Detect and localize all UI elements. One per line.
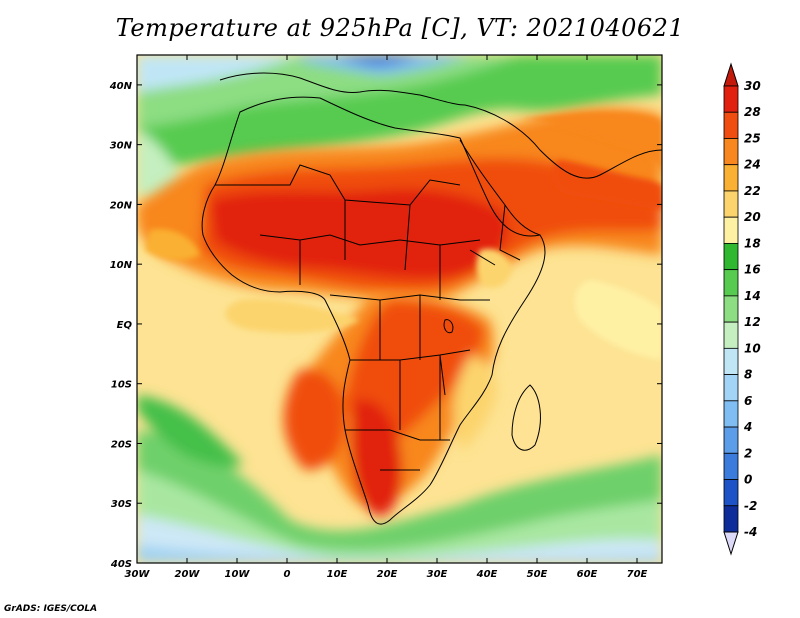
red-sea — [459, 139, 541, 236]
colorbar-label: 10 — [744, 341, 761, 355]
colorbar-label: 2 — [744, 446, 752, 460]
lon-tick-label: 10E — [327, 569, 348, 580]
colorbar-segment — [723, 138, 739, 166]
lon-tick-label: 50E — [527, 569, 548, 580]
colorbar-label: 12 — [744, 315, 761, 329]
lon-tick-label: 40E — [476, 569, 498, 580]
border-line — [345, 429, 450, 441]
colorbar-label: 24 — [744, 158, 761, 172]
lat-tick-label: 40S — [110, 559, 132, 570]
lat-tick-label: 10N — [110, 260, 133, 271]
lon-tick-label: 20E — [377, 569, 398, 580]
lat-tick-label: 10S — [111, 380, 132, 391]
colorbar-label: 28 — [744, 105, 761, 119]
colorbar-label: 0 — [744, 473, 752, 487]
colorbar-segment — [723, 190, 739, 218]
colorbar-segment — [723, 505, 739, 533]
madagascar — [511, 384, 541, 451]
lake — [439, 354, 446, 396]
colorbar-label: 8 — [744, 368, 752, 382]
map-frame — [136, 54, 663, 564]
lon-tick-label: 60E — [577, 569, 598, 580]
lat-tick-label: 20N — [110, 200, 133, 211]
colorbar-segment — [723, 479, 739, 507]
colorbar-label: 25 — [744, 131, 761, 145]
colorbar-label: 20 — [744, 210, 761, 224]
border-line — [299, 200, 441, 440]
lat-tick-label: 30N — [110, 141, 133, 152]
mediterranean-north — [219, 72, 466, 106]
lat-tick-label: EQ — [117, 320, 133, 331]
lon-tick-label: 30E — [427, 569, 448, 580]
lon-tick-label: 70E — [627, 569, 648, 580]
colorbar-label: 22 — [744, 184, 761, 198]
colorbar-bottom-arrow — [723, 531, 739, 556]
lon-tick-label: 0 — [284, 569, 291, 580]
colorbar-segment — [723, 111, 739, 139]
border-line — [469, 204, 521, 266]
colorbar-segment — [723, 295, 739, 323]
coastlines-and-borders — [201, 72, 662, 525]
map-title: Temperature at 925hPa [C], VT: 202104062… — [115, 14, 685, 42]
colorbar-segment — [723, 85, 739, 113]
lat-tick-label: 20S — [111, 439, 132, 450]
arabian-coast — [464, 104, 662, 179]
colorbar-segment — [723, 452, 739, 480]
temperature-field — [137, 55, 662, 563]
colorbar-segment — [723, 243, 739, 271]
africa-coastline — [201, 96, 546, 525]
border-line — [215, 164, 461, 206]
colorbar-segment — [723, 347, 739, 375]
lon-tick-label: 30W — [125, 569, 151, 580]
colorbar-label: 16 — [744, 263, 761, 277]
colorbar-label: -4 — [744, 525, 757, 539]
colorbar-label: 6 — [744, 394, 752, 408]
colorbar-segment — [723, 400, 739, 428]
colorbar-segment — [723, 374, 739, 402]
colorbar-label: -2 — [744, 499, 757, 513]
credit-text: GrADS: IGES/COLA — [4, 604, 98, 614]
lat-tick-label: 30S — [111, 499, 132, 510]
colorbar-top-arrow — [723, 62, 739, 87]
colorbar-segment — [723, 269, 739, 297]
lat-tick-label: 40N — [109, 81, 133, 92]
lon-tick-label: 20W — [175, 569, 201, 580]
colorbar-label: 14 — [744, 289, 761, 303]
lake — [443, 319, 454, 334]
colorbar-label: 18 — [744, 236, 761, 250]
colorbar-label: 30 — [744, 79, 761, 93]
map-axes: 30W 20W 10W 0 10E 20E 30E 40E 50E 60E 70E 40N 30N 20N… — [109, 55, 662, 580]
colorbar-segment — [723, 216, 739, 244]
lon-tick-label: 10W — [225, 569, 251, 580]
colorbar-segment — [723, 164, 739, 192]
colorbar-label: 4 — [743, 420, 752, 434]
colorbar-segment — [723, 321, 739, 349]
colorbar-segment — [723, 426, 739, 454]
